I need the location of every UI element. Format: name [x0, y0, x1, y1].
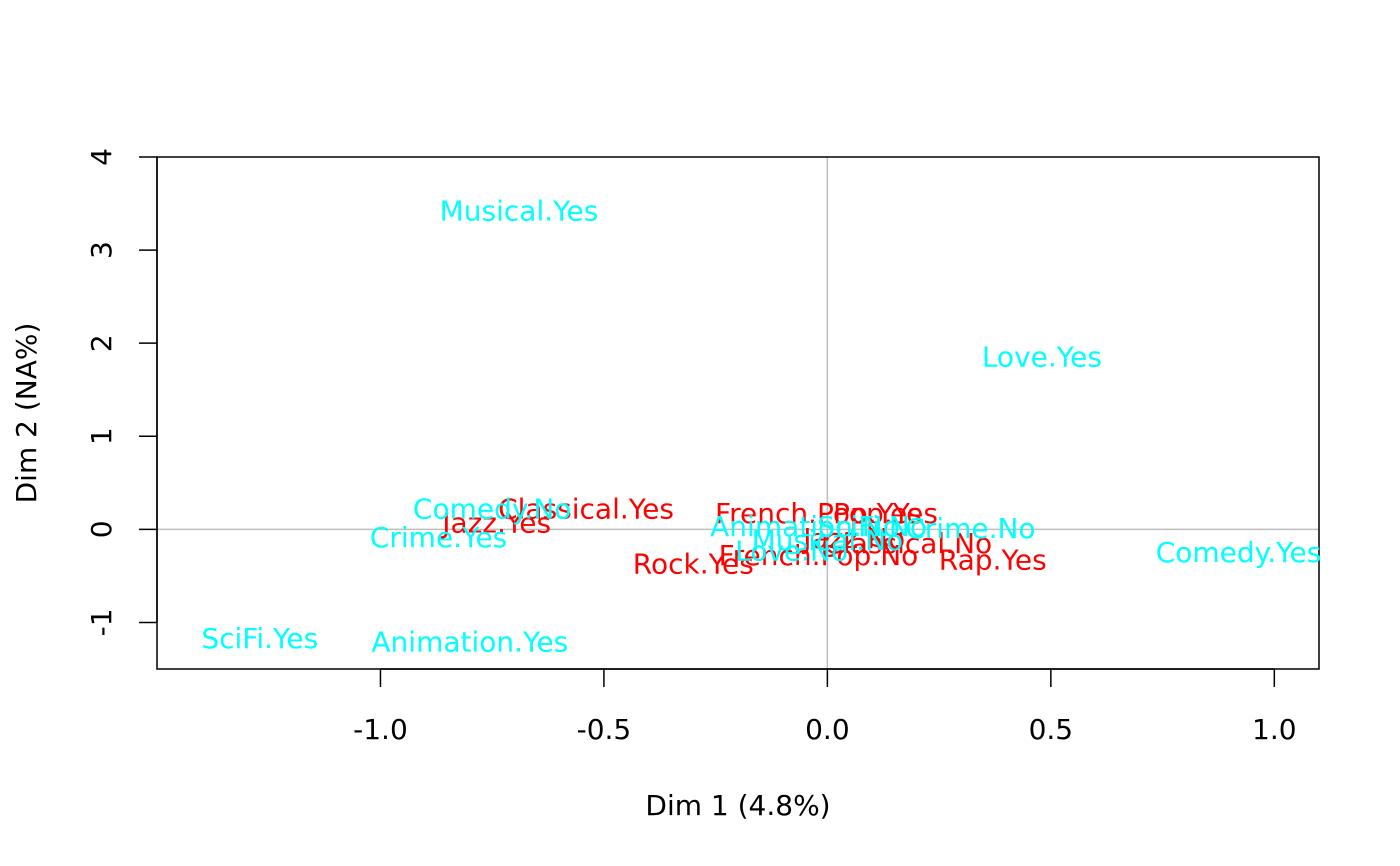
plot-frame [156, 156, 1320, 670]
x-axis: -1.0 -0.5 0.0 0.5 1.0 [353, 668, 1297, 746]
x-tick-label: -1.0 [353, 713, 408, 746]
x-tick-label: 0.5 [1029, 713, 1074, 746]
point-label: Crime.Yes [370, 521, 507, 554]
x-tick-label: 0.0 [805, 713, 850, 746]
point-label: Crime.No [905, 512, 1035, 545]
point-labels: Classical.YesJazz.YesRock.YesFrench.Pop.… [201, 194, 1321, 658]
y-tick-label: 2 [85, 334, 118, 352]
point-label: French.Pop.Yes [715, 497, 922, 530]
point-label: Comedy.No [413, 492, 572, 525]
point-label: Comedy.Yes [1156, 536, 1322, 569]
point-label: Pop.Yes [833, 497, 938, 530]
y-tick-label: -1 [85, 608, 118, 636]
point-label: Musical.No [752, 524, 904, 557]
y-tick-label: 4 [85, 148, 118, 166]
x-tick-label: 1.0 [1252, 713, 1297, 746]
point-label: Jazz.Yes [440, 506, 551, 539]
point-label: SciFi.No [817, 510, 927, 543]
point-label: Animation.Yes [371, 626, 568, 659]
point-label: Classical.Yes [498, 492, 674, 525]
point-label: Jazz.No [801, 522, 905, 555]
y-axis: -1 0 1 2 3 4 [85, 148, 158, 636]
point-label: Love.Yes [982, 341, 1102, 374]
y-tick-label: 1 [85, 427, 118, 445]
reference-lines [157, 157, 1319, 669]
point-label: Musical.Yes [440, 194, 599, 227]
point-label: Love.No [735, 534, 848, 567]
point-label: Rock.Yes [633, 547, 754, 580]
x-tick-label: -0.5 [577, 713, 632, 746]
y-tick-label: 0 [85, 520, 118, 538]
point-label: SciFi.Yes [201, 622, 318, 655]
y-tick-label: 3 [85, 241, 118, 259]
x-axis-title: Dim 1 (4.8%) [645, 789, 830, 822]
point-label: Animation.No [710, 510, 900, 543]
point-label: French.Pop.No [719, 539, 919, 572]
y-axis-title: Dim 2 (NA%) [10, 323, 43, 504]
point-label: Rap.Yes [939, 544, 1047, 577]
point-label: Classical.No [823, 527, 992, 560]
